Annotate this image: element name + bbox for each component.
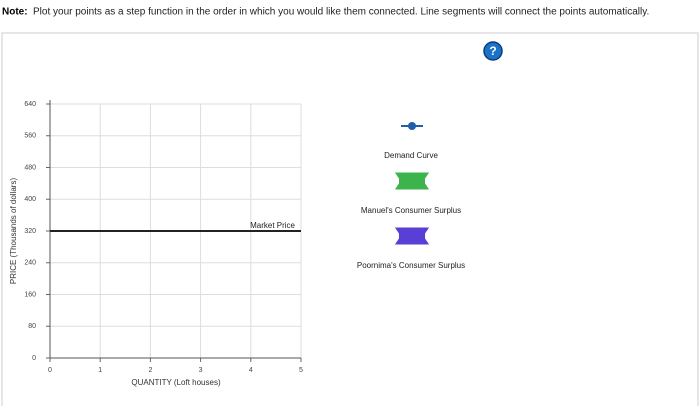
x-tick-label: 3 — [199, 367, 203, 374]
x-axis-label: QUANTITY (Loft houses) — [131, 378, 221, 387]
x-tick-label: 1 — [98, 367, 102, 374]
y-tick-label: 560 — [24, 133, 36, 140]
help-circle[interactable] — [483, 41, 503, 61]
note-label: Note: — [2, 7, 28, 18]
x-tick-label: 4 — [249, 367, 253, 374]
y-tick-label: 0 — [32, 355, 36, 362]
panel — [1, 32, 699, 411]
help-button[interactable]: ? — [483, 41, 503, 61]
legend-label: Poornima's Consumer Surplus — [357, 261, 465, 270]
market-price-label: Market Price — [250, 221, 295, 230]
x-tick-label: 0 — [48, 367, 52, 374]
x-tick-label: 5 — [299, 367, 303, 374]
legend-marker[interactable] — [408, 122, 416, 130]
legend-box[interactable] — [399, 230, 425, 242]
note-text: Plot your points as a step function in t… — [33, 7, 649, 18]
y-tick-label: 240 — [24, 260, 36, 267]
x-tick-label: 2 — [148, 367, 152, 374]
y-tick-label: 480 — [24, 164, 36, 171]
y-tick-label: 640 — [24, 101, 36, 108]
legend-label: Manuel's Consumer Surplus — [361, 206, 461, 215]
y-tick-label: 320 — [24, 228, 36, 235]
y-tick-label: 80 — [28, 323, 36, 330]
y-tick-label: 160 — [24, 291, 36, 298]
legend-box[interactable] — [399, 175, 425, 187]
legend-label: Demand Curve — [384, 151, 438, 160]
y-axis-label: PRICE (Thousands of dollars) — [9, 178, 18, 285]
help-icon[interactable]: ? — [489, 44, 496, 58]
y-tick-label: 400 — [24, 196, 36, 203]
